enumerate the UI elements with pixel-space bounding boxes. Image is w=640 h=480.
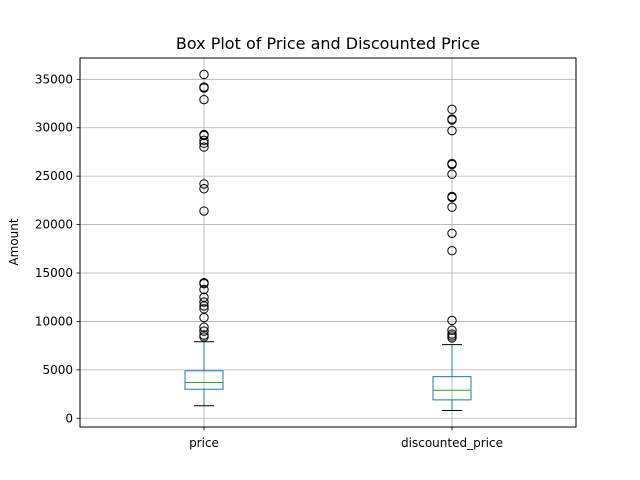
iqr-box xyxy=(432,376,472,401)
outlier-point xyxy=(447,158,457,169)
outlier-point xyxy=(199,184,209,194)
outlier-point xyxy=(199,142,209,152)
outlier-point xyxy=(199,284,209,295)
y-tick-label: 5000 xyxy=(42,363,73,377)
y-axis: 0 5000 10000 15000 20000 25000 30000 35000 xyxy=(35,72,80,425)
box-price xyxy=(184,69,224,407)
chart-title: Box Plot of Price and Discounted Price xyxy=(176,34,480,53)
outlier-point xyxy=(199,94,209,105)
outlier-point xyxy=(199,129,209,140)
outlier-point xyxy=(199,304,209,314)
outlier-point xyxy=(199,69,209,80)
x-tick-label: discounted_price xyxy=(401,436,503,450)
outlier-point xyxy=(447,202,457,212)
outlier-point xyxy=(199,330,209,340)
outlier-point xyxy=(447,114,457,124)
y-tick-label: 0 xyxy=(65,411,73,425)
outlier-point xyxy=(199,292,209,302)
y-axis-label: Amount xyxy=(7,218,21,265)
plot-frame xyxy=(79,57,577,428)
y-tick-label: 10000 xyxy=(35,314,73,328)
outlier-point xyxy=(199,179,209,189)
outlier-point xyxy=(447,325,457,335)
x-tick-label: price xyxy=(189,436,219,450)
outlier-point xyxy=(199,322,209,332)
outlier-point xyxy=(199,277,209,288)
outlier-point xyxy=(199,135,209,146)
outlier-point xyxy=(447,125,457,136)
iqr-box xyxy=(184,370,224,390)
outlier-point xyxy=(447,169,457,179)
box-series xyxy=(184,69,472,412)
outlier-point xyxy=(199,326,209,336)
y-tick-label: 20000 xyxy=(35,218,73,232)
x-axis: price discounted_price xyxy=(189,427,503,450)
outlier-point xyxy=(447,104,457,115)
box-discounted_price xyxy=(432,104,472,412)
outlier-point xyxy=(447,191,457,202)
outlier-point xyxy=(199,82,209,92)
outlier-point xyxy=(447,329,457,339)
y-tick-label: 35000 xyxy=(35,72,73,86)
y-tick-label: 15000 xyxy=(35,266,73,280)
outlier-point xyxy=(447,315,457,326)
outlier-point xyxy=(199,206,209,216)
y-tick-label: 25000 xyxy=(35,169,73,183)
y-tick-label: 30000 xyxy=(35,121,73,135)
outlier-point xyxy=(447,246,457,256)
outlier-point xyxy=(447,228,457,238)
outlier-point xyxy=(199,297,209,307)
